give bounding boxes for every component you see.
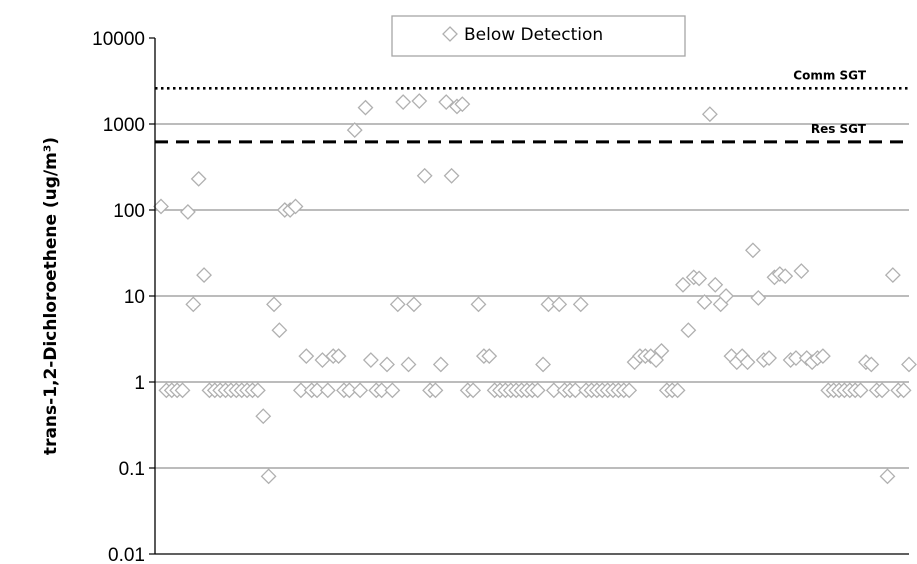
data-point: [852, 382, 869, 399]
data-point: [545, 382, 562, 399]
data-point: [788, 350, 804, 366]
data-point: [567, 382, 584, 399]
data-point: [540, 296, 557, 313]
data-point: [454, 96, 471, 113]
data-point: [691, 270, 708, 287]
data-point: [884, 267, 901, 284]
data-point: [438, 94, 455, 110]
data-point: [406, 296, 422, 313]
data-point: [416, 167, 433, 184]
data-point: [621, 382, 638, 399]
data-point: [793, 263, 810, 279]
legend-entry-below-detection: Below Detection: [464, 25, 603, 45]
y-tick-label: 10: [124, 287, 145, 308]
data-point: [287, 198, 304, 215]
res-sgt-label: Res SGT: [811, 122, 867, 136]
data-point: [432, 356, 449, 373]
data-point: [362, 352, 379, 368]
data-point: [292, 382, 309, 399]
data-point: [373, 382, 390, 399]
data-point: [653, 342, 670, 359]
data-point: [680, 322, 697, 339]
data-point: [384, 382, 401, 399]
reference-lines: Comm SGT Res SGT: [155, 68, 909, 144]
legend-marker-icon: [442, 26, 458, 42]
data-point: [179, 203, 196, 220]
y-tick-label: 1: [134, 373, 145, 394]
data-point: [330, 348, 347, 365]
data-point: [298, 348, 315, 365]
data-point: [895, 382, 912, 399]
data-point: [319, 382, 336, 399]
data-point: [255, 408, 272, 425]
data-point: [470, 296, 487, 313]
y-axis-label: trans-1,2-Dichloroethene (ug/m³): [41, 137, 61, 455]
data-point: [443, 167, 460, 184]
data-point: [400, 356, 417, 373]
y-tick-labels: 10000 1000 100 10 1 0.1 0.01: [92, 29, 145, 564]
y-tick-label: 0.01: [108, 545, 145, 564]
data-point: [346, 122, 363, 138]
data-point: [341, 382, 358, 399]
data-point: [153, 198, 169, 215]
data-point: [572, 296, 589, 313]
data-point: [190, 170, 207, 187]
data-point: [718, 288, 734, 304]
data-point: [696, 294, 713, 310]
axes: [149, 37, 909, 555]
data-point: [535, 356, 551, 373]
data-point: [901, 356, 917, 373]
data-point: [863, 356, 880, 373]
data-point: [701, 106, 718, 123]
data-point: [465, 382, 482, 399]
data-point: [174, 382, 191, 399]
data-point: [750, 289, 767, 306]
data-points: [153, 93, 917, 485]
data-point: [551, 296, 568, 313]
data-point: [675, 276, 691, 293]
data-point: [196, 267, 212, 284]
data-point: [271, 322, 288, 339]
data-point: [395, 94, 412, 110]
data-point: [357, 99, 374, 116]
data-point: [185, 296, 202, 313]
data-point: [529, 382, 546, 399]
y-tick-label: 100: [113, 201, 145, 222]
data-point: [739, 354, 756, 371]
y-tick-label: 1000: [103, 115, 145, 136]
data-point: [761, 350, 778, 366]
legend: Below Detection: [391, 15, 686, 57]
comm-sgt-label: Comm SGT: [793, 68, 867, 82]
data-point: [379, 356, 395, 373]
data-point: [309, 382, 325, 399]
data-point: [814, 348, 831, 365]
data-point: [745, 242, 761, 259]
data-point: [389, 296, 406, 313]
data-point: [777, 268, 794, 285]
y-tick-label: 10000: [92, 29, 145, 50]
data-point: [260, 468, 277, 485]
data-point: [874, 382, 891, 399]
data-point: [427, 382, 444, 399]
data-point: [411, 93, 428, 109]
data-point: [352, 382, 369, 399]
legend-box: [391, 15, 686, 57]
data-point: [707, 276, 724, 293]
y-tick-label: 0.1: [119, 459, 145, 480]
data-point: [249, 382, 266, 399]
data-point: [879, 468, 896, 485]
data-point: [266, 296, 282, 313]
data-point: [481, 348, 498, 365]
data-point: [669, 382, 686, 399]
